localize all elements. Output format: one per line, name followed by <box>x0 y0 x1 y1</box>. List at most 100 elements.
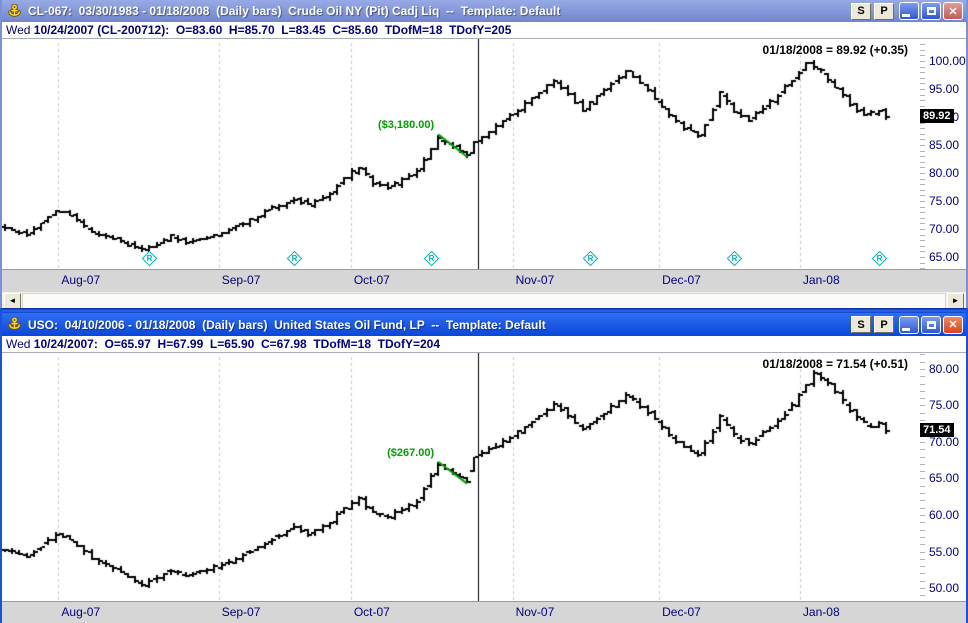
axis-tick <box>920 67 925 68</box>
close-button[interactable]: ✕ <box>943 315 963 334</box>
axis-tick <box>920 173 925 174</box>
date-axis-label: Aug-07 <box>61 605 101 619</box>
s-button[interactable]: S <box>851 316 871 333</box>
price-axis-label: 50.00 <box>929 581 960 595</box>
axis-tick <box>920 449 925 450</box>
chart-window-cl: CL-067: 03/30/1983 - 01/18/2008 (Daily b… <box>0 0 968 310</box>
axis-tick <box>920 100 925 101</box>
title-bar[interactable]: USO: 04/10/2006 - 01/18/2008 (Daily bars… <box>2 313 966 336</box>
axis-tick <box>920 72 925 73</box>
axis-tick <box>920 522 925 523</box>
minimize-icon <box>902 14 910 17</box>
quote-info-bar: Wed 10/24/2007: O=65.97 H=67.99 L=65.90 … <box>2 336 966 353</box>
maximize-button[interactable] <box>921 315 941 334</box>
axis-tick <box>920 201 925 202</box>
axis-tick <box>920 218 925 219</box>
chart-area: 01/18/2008 = 71.54 (+0.51) ($267.00) 80.… <box>2 353 966 601</box>
axis-tick <box>920 257 925 258</box>
axis-tick <box>920 95 925 96</box>
price-axis-label: 70.00 <box>929 222 960 236</box>
axis-tick <box>920 566 925 567</box>
price-axis-label: 65.00 <box>929 250 960 264</box>
scroll-left-icon[interactable]: ◄ <box>4 293 21 309</box>
minimize-button[interactable] <box>899 315 919 334</box>
axis-tick <box>920 263 925 264</box>
axis-tick <box>920 493 925 494</box>
last-price-tag: 71.54 <box>920 422 954 437</box>
axis-tick <box>920 145 925 146</box>
minimize-button[interactable] <box>899 2 919 20</box>
p-button[interactable]: P <box>874 316 894 333</box>
axis-tick <box>920 544 925 545</box>
axis-tick <box>920 207 925 208</box>
axis-tick <box>920 369 925 370</box>
title-bar[interactable]: CL-067: 03/30/1983 - 01/18/2008 (Daily b… <box>2 0 966 22</box>
axis-tick <box>920 376 925 377</box>
ohlc-canvas[interactable] <box>2 353 920 601</box>
price-axis-label: 55.00 <box>929 544 960 559</box>
price-axis: 80.00 75.00 70.00 65.00 60.00 55.00 50.00 71.54 <box>920 353 966 601</box>
chart-area: 01/18/2008 = 89.92 (+0.35) ($3,180.00) R… <box>2 39 966 269</box>
axis-tick <box>920 405 925 406</box>
window-title: USO: 04/10/2006 - 01/18/2008 (Daily bars… <box>28 317 546 332</box>
quote-ohlc: 10/24/2007 (CL-200712): O=83.60 H=85.70 … <box>33 23 512 37</box>
price-axis-label: 65.00 <box>929 471 960 486</box>
ohlc-canvas[interactable] <box>2 39 920 269</box>
quote-info-bar: Wed 10/24/2007 (CL-200712): O=83.60 H=85… <box>2 22 966 39</box>
axis-tick <box>920 240 925 241</box>
axis-tick <box>920 78 925 79</box>
maximize-icon <box>926 320 936 329</box>
axis-tick <box>920 500 925 501</box>
close-button[interactable]: ✕ <box>943 2 963 20</box>
date-axis: Aug-07 Sep-07 Oct-07 Nov-07 Dec-07 Jan-08 <box>2 601 966 623</box>
p-button[interactable]: P <box>874 2 894 20</box>
axis-tick <box>920 128 925 129</box>
axis-tick <box>920 139 925 140</box>
axis-tick <box>920 354 925 355</box>
axis-tick <box>920 55 925 56</box>
axis-tick <box>920 184 925 185</box>
scroll-right-icon[interactable]: ► <box>947 293 964 309</box>
axis-tick <box>920 134 925 135</box>
axis-tick <box>920 588 925 589</box>
quote-ohlc: 10/24/2007: O=65.97 H=67.99 L=65.90 C=67… <box>33 337 441 351</box>
trade-pnl-label: ($267.00) <box>387 446 435 459</box>
axis-tick <box>920 486 925 487</box>
last-price-annotation: 01/18/2008 = 71.54 (+0.51) <box>762 357 908 371</box>
axis-tick <box>920 195 925 196</box>
axis-tick <box>920 179 925 180</box>
axis-tick <box>920 162 925 163</box>
date-axis-label: Nov-07 <box>515 273 555 287</box>
axis-tick <box>920 83 925 84</box>
price-axis-label: 80.00 <box>929 361 960 376</box>
axis-tick <box>920 44 925 45</box>
price-axis-label: 60.00 <box>929 507 960 522</box>
axis-tick <box>920 89 925 90</box>
s-button[interactable]: S <box>851 2 871 20</box>
date-axis: Aug-07 Sep-07 Oct-07 Nov-07 Dec-07 Jan-08 <box>2 269 966 292</box>
axis-tick <box>920 167 925 168</box>
axis-tick <box>920 212 925 213</box>
axis-tick <box>920 442 925 443</box>
scrollbar-thumb[interactable] <box>22 293 946 309</box>
axis-tick <box>920 471 925 472</box>
price-axis-label: 100.00 <box>929 54 966 68</box>
axis-tick <box>920 151 925 152</box>
maximize-icon <box>926 7 936 15</box>
maximize-button[interactable] <box>921 2 941 20</box>
axis-tick <box>920 106 925 107</box>
axis-tick <box>920 413 925 414</box>
axis-tick <box>920 573 925 574</box>
price-axis: 100.0095.0090.0085.0080.0075.0070.0065.0… <box>920 39 966 269</box>
axis-tick <box>920 508 925 509</box>
axis-tick <box>920 235 925 236</box>
axis-tick <box>920 581 925 582</box>
date-axis-label: Aug-07 <box>61 273 101 287</box>
trade-pnl-label: ($3,180.00) <box>377 119 435 132</box>
window-border <box>2 308 966 313</box>
price-axis-label: 70.00 <box>929 434 960 449</box>
date-axis-label: Sep-07 <box>221 273 261 287</box>
axis-tick <box>920 156 925 157</box>
date-axis-label: Dec-07 <box>662 273 701 287</box>
